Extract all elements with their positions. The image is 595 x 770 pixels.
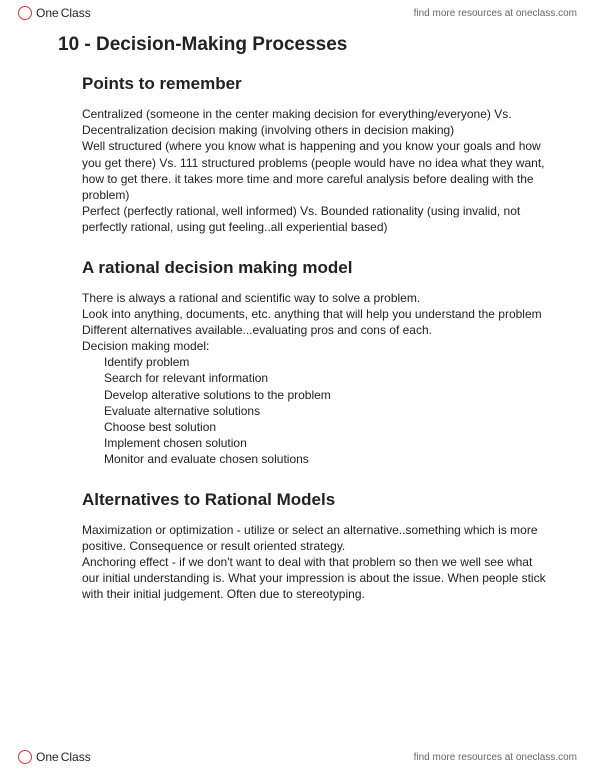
- resources-link-top[interactable]: find more resources at oneclass.com: [414, 8, 577, 19]
- section-body-0: Centralized (someone in the center makin…: [82, 106, 547, 236]
- brand-circle-icon: [18, 750, 32, 764]
- document-page: 10 - Decision-Making Processes Points to…: [58, 34, 547, 736]
- top-bar: OneClass find more resources at oneclass…: [0, 0, 595, 26]
- section-heading-2: Alternatives to Rational Models: [82, 490, 547, 510]
- paragraph: There is always a rational and scientifi…: [82, 290, 547, 306]
- brand-logo-top: OneClass: [18, 6, 91, 20]
- section-body-2: Maximization or optimization - utilize o…: [82, 522, 547, 603]
- list-item: Choose best solution: [104, 419, 547, 435]
- list-item: Monitor and evaluate chosen solutions: [104, 451, 547, 467]
- paragraph: Different alternatives available...evalu…: [82, 322, 547, 338]
- paragraph: Perfect (perfectly rational, well inform…: [82, 203, 547, 235]
- resources-link-bottom[interactable]: find more resources at oneclass.com: [414, 752, 577, 763]
- brand-circle-icon: [18, 6, 32, 20]
- brand-text-one: One: [36, 6, 59, 20]
- brand-text-class: Class: [61, 6, 91, 20]
- brand-logo-bottom: OneClass: [18, 750, 91, 764]
- paragraph: Decision making model:: [82, 338, 547, 354]
- bottom-bar: OneClass find more resources at oneclass…: [0, 744, 595, 770]
- list-item: Develop alterative solutions to the prob…: [104, 387, 547, 403]
- brand-text-class: Class: [61, 750, 91, 764]
- decision-model-list: Identify problem Search for relevant inf…: [104, 354, 547, 467]
- paragraph: Look into anything, documents, etc. anyt…: [82, 306, 547, 322]
- brand-text-one: One: [36, 750, 59, 764]
- paragraph: Maximization or optimization - utilize o…: [82, 522, 547, 554]
- paragraph: Well structured (where you know what is …: [82, 138, 547, 203]
- section-heading-0: Points to remember: [82, 74, 547, 94]
- list-item: Identify problem: [104, 354, 547, 370]
- list-item: Implement chosen solution: [104, 435, 547, 451]
- paragraph: Anchoring effect - if we don't want to d…: [82, 554, 547, 603]
- page-title: 10 - Decision-Making Processes: [58, 34, 547, 56]
- section-heading-1: A rational decision making model: [82, 258, 547, 278]
- list-item: Search for relevant information: [104, 370, 547, 386]
- paragraph: Centralized (someone in the center makin…: [82, 106, 547, 138]
- list-item: Evaluate alternative solutions: [104, 403, 547, 419]
- section-body-1: There is always a rational and scientifi…: [82, 290, 547, 468]
